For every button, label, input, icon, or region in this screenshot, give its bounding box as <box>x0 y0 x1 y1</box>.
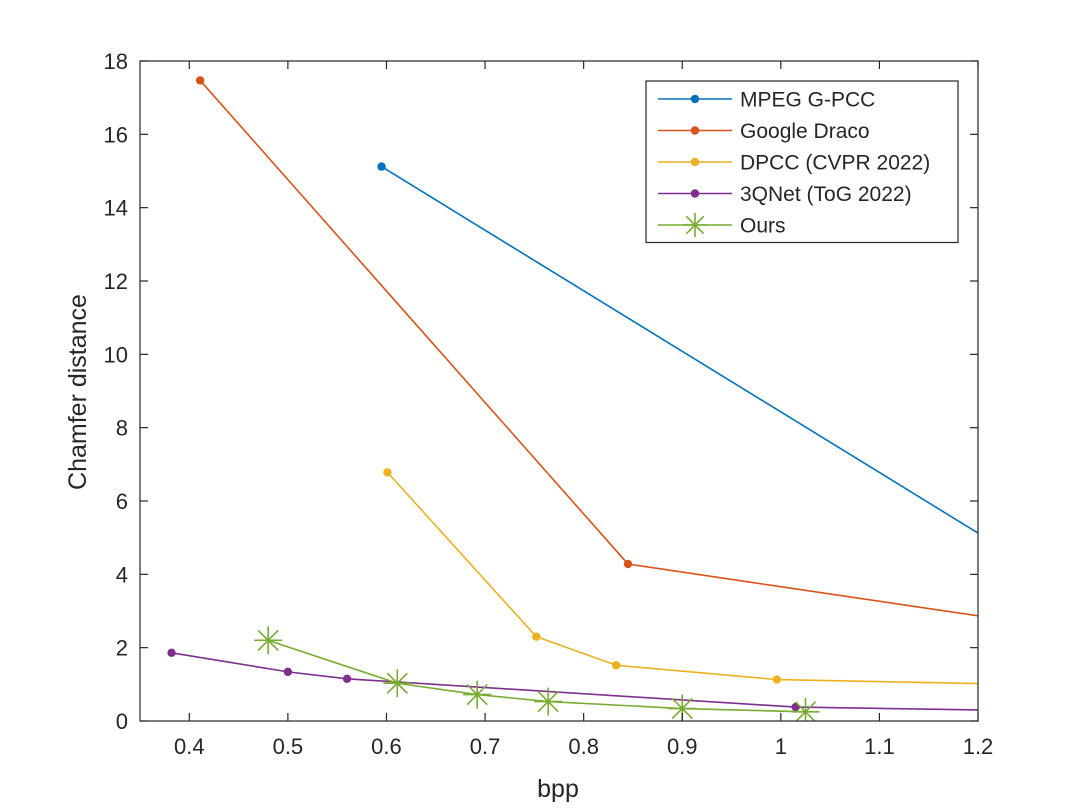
y-tick-label: 8 <box>116 416 128 441</box>
x-tick-label: 1.1 <box>864 734 895 759</box>
data-point-dpcc-cvpr-2022 <box>532 632 541 641</box>
legend-marker-dpcc-cvpr-2022 <box>690 157 700 167</box>
data-point-mpeg-g-pcc <box>377 162 386 171</box>
legend-label-ours: Ours <box>740 215 786 238</box>
x-tick-label: 1 <box>775 734 787 759</box>
data-point-ours <box>463 680 492 709</box>
series-line-ours <box>267 639 806 713</box>
axes: 0.4 0.5 0.6 0.7 0.8 0.9 1 1.1 1.2 0 2 4 6 8 10 12 14 16 18 <box>104 49 994 759</box>
data-point-3qnet-tog-2022 <box>167 648 176 657</box>
y-tick-label: 6 <box>116 489 128 514</box>
legend-box <box>645 80 959 244</box>
series-line-mpeg-g-pcc <box>381 165 978 534</box>
legend-marker-mpeg-g-pcc <box>690 94 700 104</box>
data-point-dpcc-cvpr-2022 <box>772 675 782 684</box>
legend-marker-google-draco <box>690 126 700 135</box>
y-tick-label: 18 <box>104 49 128 74</box>
x-tick-label: 0.4 <box>174 734 205 759</box>
y-tick-label: 0 <box>116 709 128 734</box>
legend-label-mpeg-g-pcc: MPEG G-PCC <box>740 89 875 112</box>
y-tick-label: 12 <box>104 269 128 294</box>
data-point-google-draco <box>623 559 633 569</box>
data-point-ours <box>254 626 283 655</box>
y-tick-label: 16 <box>104 122 128 147</box>
legend-label-google-draco: Google Draco <box>740 120 870 143</box>
y-tick-label: 14 <box>104 196 128 221</box>
legend: MPEG G-PCC Google Draco DPCC (CVPR 2022) 3Q… <box>645 80 959 244</box>
data-point-3qnet-tog-2022 <box>283 667 293 677</box>
x-tick-label: 0.9 <box>667 734 698 759</box>
series-layer <box>167 76 978 721</box>
y-tick-label: 10 <box>104 342 128 367</box>
x-tick-label: 0.8 <box>568 734 599 759</box>
x-tick-label: 0.6 <box>371 734 402 759</box>
legend-label-dpcc-cvpr-2022: DPCC (CVPR 2022) <box>740 152 930 175</box>
data-point-dpcc-cvpr-2022 <box>611 661 621 670</box>
data-point-google-draco <box>195 76 205 85</box>
y-tick-label: 2 <box>116 636 128 661</box>
y-axis-label: Chamfer distance <box>64 294 92 490</box>
legend-marker-ours <box>683 213 707 237</box>
legend-label-3qnet-tog-2022: 3QNet (ToG 2022) <box>740 183 912 206</box>
x-tick-label: 0.7 <box>470 734 501 759</box>
data-point-ours <box>534 687 563 716</box>
data-point-ours <box>791 697 820 721</box>
y-tick-label: 4 <box>116 562 128 587</box>
plot-area <box>167 76 978 721</box>
legend-marker-3qnet-tog-2022 <box>690 189 700 198</box>
x-axis-label: bpp <box>537 775 579 803</box>
axes-box <box>139 60 979 722</box>
x-tick-label: 0.5 <box>273 734 304 759</box>
data-point-3qnet-tog-2022 <box>342 674 352 684</box>
x-tick-label: 1.2 <box>963 734 994 759</box>
data-point-ours <box>383 669 412 698</box>
data-point-dpcc-cvpr-2022 <box>383 468 392 477</box>
